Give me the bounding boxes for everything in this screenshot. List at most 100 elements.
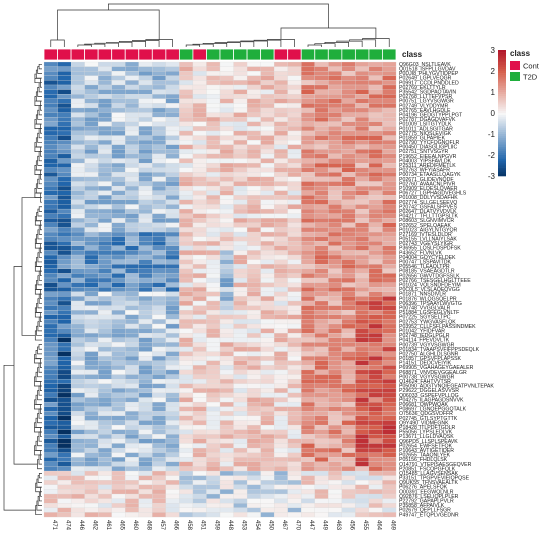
heatmap-cell xyxy=(43,512,58,518)
heatmap-cell xyxy=(192,480,207,486)
heatmap-cell xyxy=(314,346,329,352)
heatmap-cell xyxy=(233,406,248,412)
heatmap-cell xyxy=(219,296,234,302)
heatmap-cell xyxy=(152,461,167,467)
heatmap-cell xyxy=(287,222,302,228)
heatmap-cell xyxy=(43,218,58,224)
heatmap-cell xyxy=(206,282,221,288)
heatmap-cell xyxy=(125,218,139,224)
heatmap-cell xyxy=(341,80,356,86)
heatmap-cell xyxy=(233,401,248,407)
heatmap-cell xyxy=(368,121,383,127)
heatmap-cell xyxy=(70,103,85,109)
heatmap-cell xyxy=(125,98,139,104)
heatmap-cell xyxy=(246,512,261,518)
heatmap-cell xyxy=(152,397,167,403)
heatmap-cell xyxy=(111,222,126,228)
heatmap-cell xyxy=(274,507,288,513)
heatmap-cell xyxy=(260,493,275,499)
heatmap-cell xyxy=(260,392,275,398)
color-scale-step xyxy=(498,92,506,95)
heatmap-cell xyxy=(246,498,261,504)
heatmap-cell xyxy=(125,277,139,283)
heatmap-cell xyxy=(138,94,153,99)
heatmap-cell xyxy=(98,135,112,141)
heatmap-cell xyxy=(192,204,207,210)
heatmap-cell xyxy=(287,461,302,467)
heatmap-cell xyxy=(287,310,302,315)
heatmap-cell xyxy=(84,208,99,214)
heatmap-cell xyxy=(125,107,139,113)
heatmap-cell xyxy=(301,333,315,338)
heatmap-cell xyxy=(70,452,85,458)
heatmap-cell xyxy=(57,466,72,472)
heatmap-cell xyxy=(341,484,356,490)
heatmap-cell xyxy=(314,181,329,187)
heatmap-cell xyxy=(152,365,167,371)
heatmap-cell xyxy=(260,507,275,513)
heatmap-cell xyxy=(219,98,234,104)
heatmap-cell xyxy=(368,84,383,90)
color-scale-step xyxy=(498,155,506,158)
heatmap-cell xyxy=(84,218,99,224)
heatmap-cell xyxy=(192,135,207,141)
heatmap-cell xyxy=(382,475,397,481)
heatmap-cell xyxy=(152,438,167,444)
heatmap-cell xyxy=(355,337,370,343)
heatmap-cell xyxy=(165,231,180,237)
heatmap-cell xyxy=(152,429,167,435)
heatmap-cell xyxy=(43,71,58,76)
heatmap-cell xyxy=(314,218,329,224)
heatmap-cell xyxy=(274,296,288,302)
heatmap-cell xyxy=(355,185,370,191)
heatmap-cell xyxy=(314,153,329,159)
heatmap-cell xyxy=(165,158,180,164)
heatmap-cell xyxy=(260,149,275,155)
heatmap-cell xyxy=(274,503,288,508)
color-scale-step xyxy=(498,56,506,59)
heatmap-cell xyxy=(98,117,112,122)
color-scale-step xyxy=(498,167,506,170)
heatmap-cell xyxy=(341,356,356,361)
heatmap-cell xyxy=(152,236,167,242)
heatmap-cell xyxy=(301,84,315,90)
heatmap-cell xyxy=(341,259,356,265)
heatmap-cell xyxy=(355,144,370,150)
heatmap-cell xyxy=(274,254,288,260)
dendrogram-branch xyxy=(280,27,377,40)
row-label: P10909_ELDESLQVAER xyxy=(399,186,458,192)
column-dendrogram xyxy=(50,3,390,47)
heatmap-cell xyxy=(165,250,180,256)
heatmap-cell xyxy=(274,300,288,306)
color-scale-tick: 1 xyxy=(491,88,496,97)
heatmap-cell xyxy=(70,397,85,403)
heatmap-cell xyxy=(165,365,180,371)
column-label: 456 xyxy=(349,520,355,531)
heatmap-cell xyxy=(179,135,194,141)
heatmap-cell xyxy=(355,434,370,440)
heatmap-cell xyxy=(341,378,356,384)
heatmap-cell xyxy=(165,282,180,288)
heatmap-cell xyxy=(314,415,329,421)
heatmap-cell xyxy=(382,259,397,265)
heatmap-cell xyxy=(125,447,139,453)
heatmap-cell xyxy=(57,71,72,76)
heatmap-cell xyxy=(233,475,248,481)
heatmap-cell xyxy=(179,328,194,334)
heatmap-cell xyxy=(246,484,261,490)
heatmap-cell xyxy=(274,314,288,320)
heatmap-cell xyxy=(260,383,275,389)
class-cell xyxy=(178,48,194,61)
heatmap-cell xyxy=(246,333,261,338)
heatmap-cell xyxy=(301,447,315,453)
heatmap-cell xyxy=(165,176,180,182)
heatmap-cell xyxy=(57,470,72,476)
heatmap-cell xyxy=(287,512,302,518)
heatmap-cell xyxy=(179,140,194,145)
heatmap-cell xyxy=(260,268,275,274)
heatmap-cell xyxy=(43,434,58,440)
heatmap-cell xyxy=(125,208,139,214)
heatmap-cell xyxy=(274,470,288,476)
heatmap-cell xyxy=(84,388,99,394)
heatmap-cell xyxy=(219,185,234,191)
